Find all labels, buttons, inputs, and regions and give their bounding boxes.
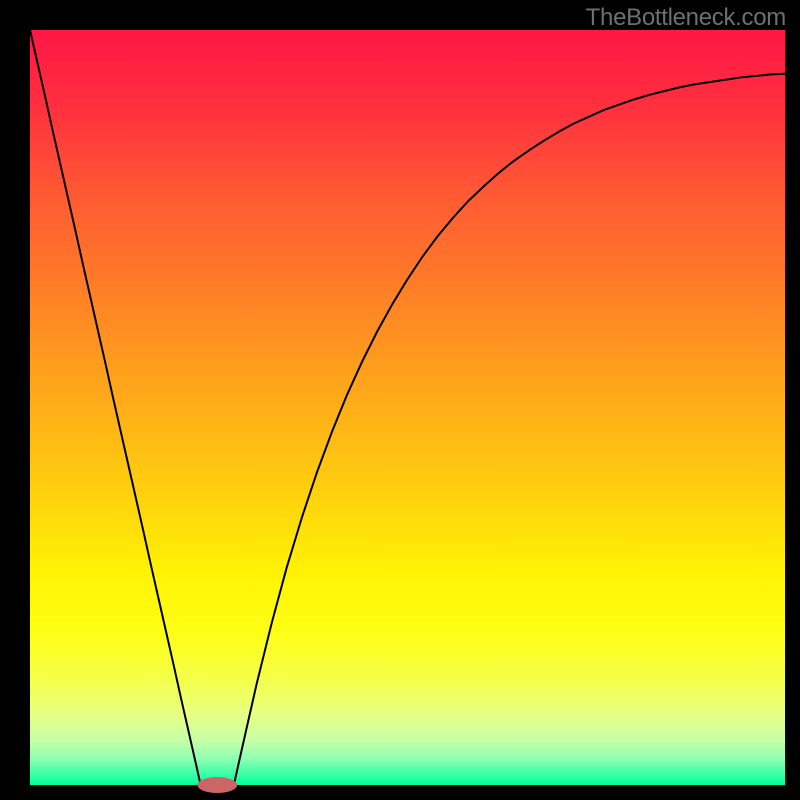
plot-background bbox=[30, 30, 785, 785]
optimal-marker bbox=[197, 777, 237, 793]
watermark-text: TheBottleneck.com bbox=[586, 4, 786, 32]
chart-container: TheBottleneck.com bbox=[0, 0, 800, 800]
plot-svg bbox=[0, 0, 800, 800]
